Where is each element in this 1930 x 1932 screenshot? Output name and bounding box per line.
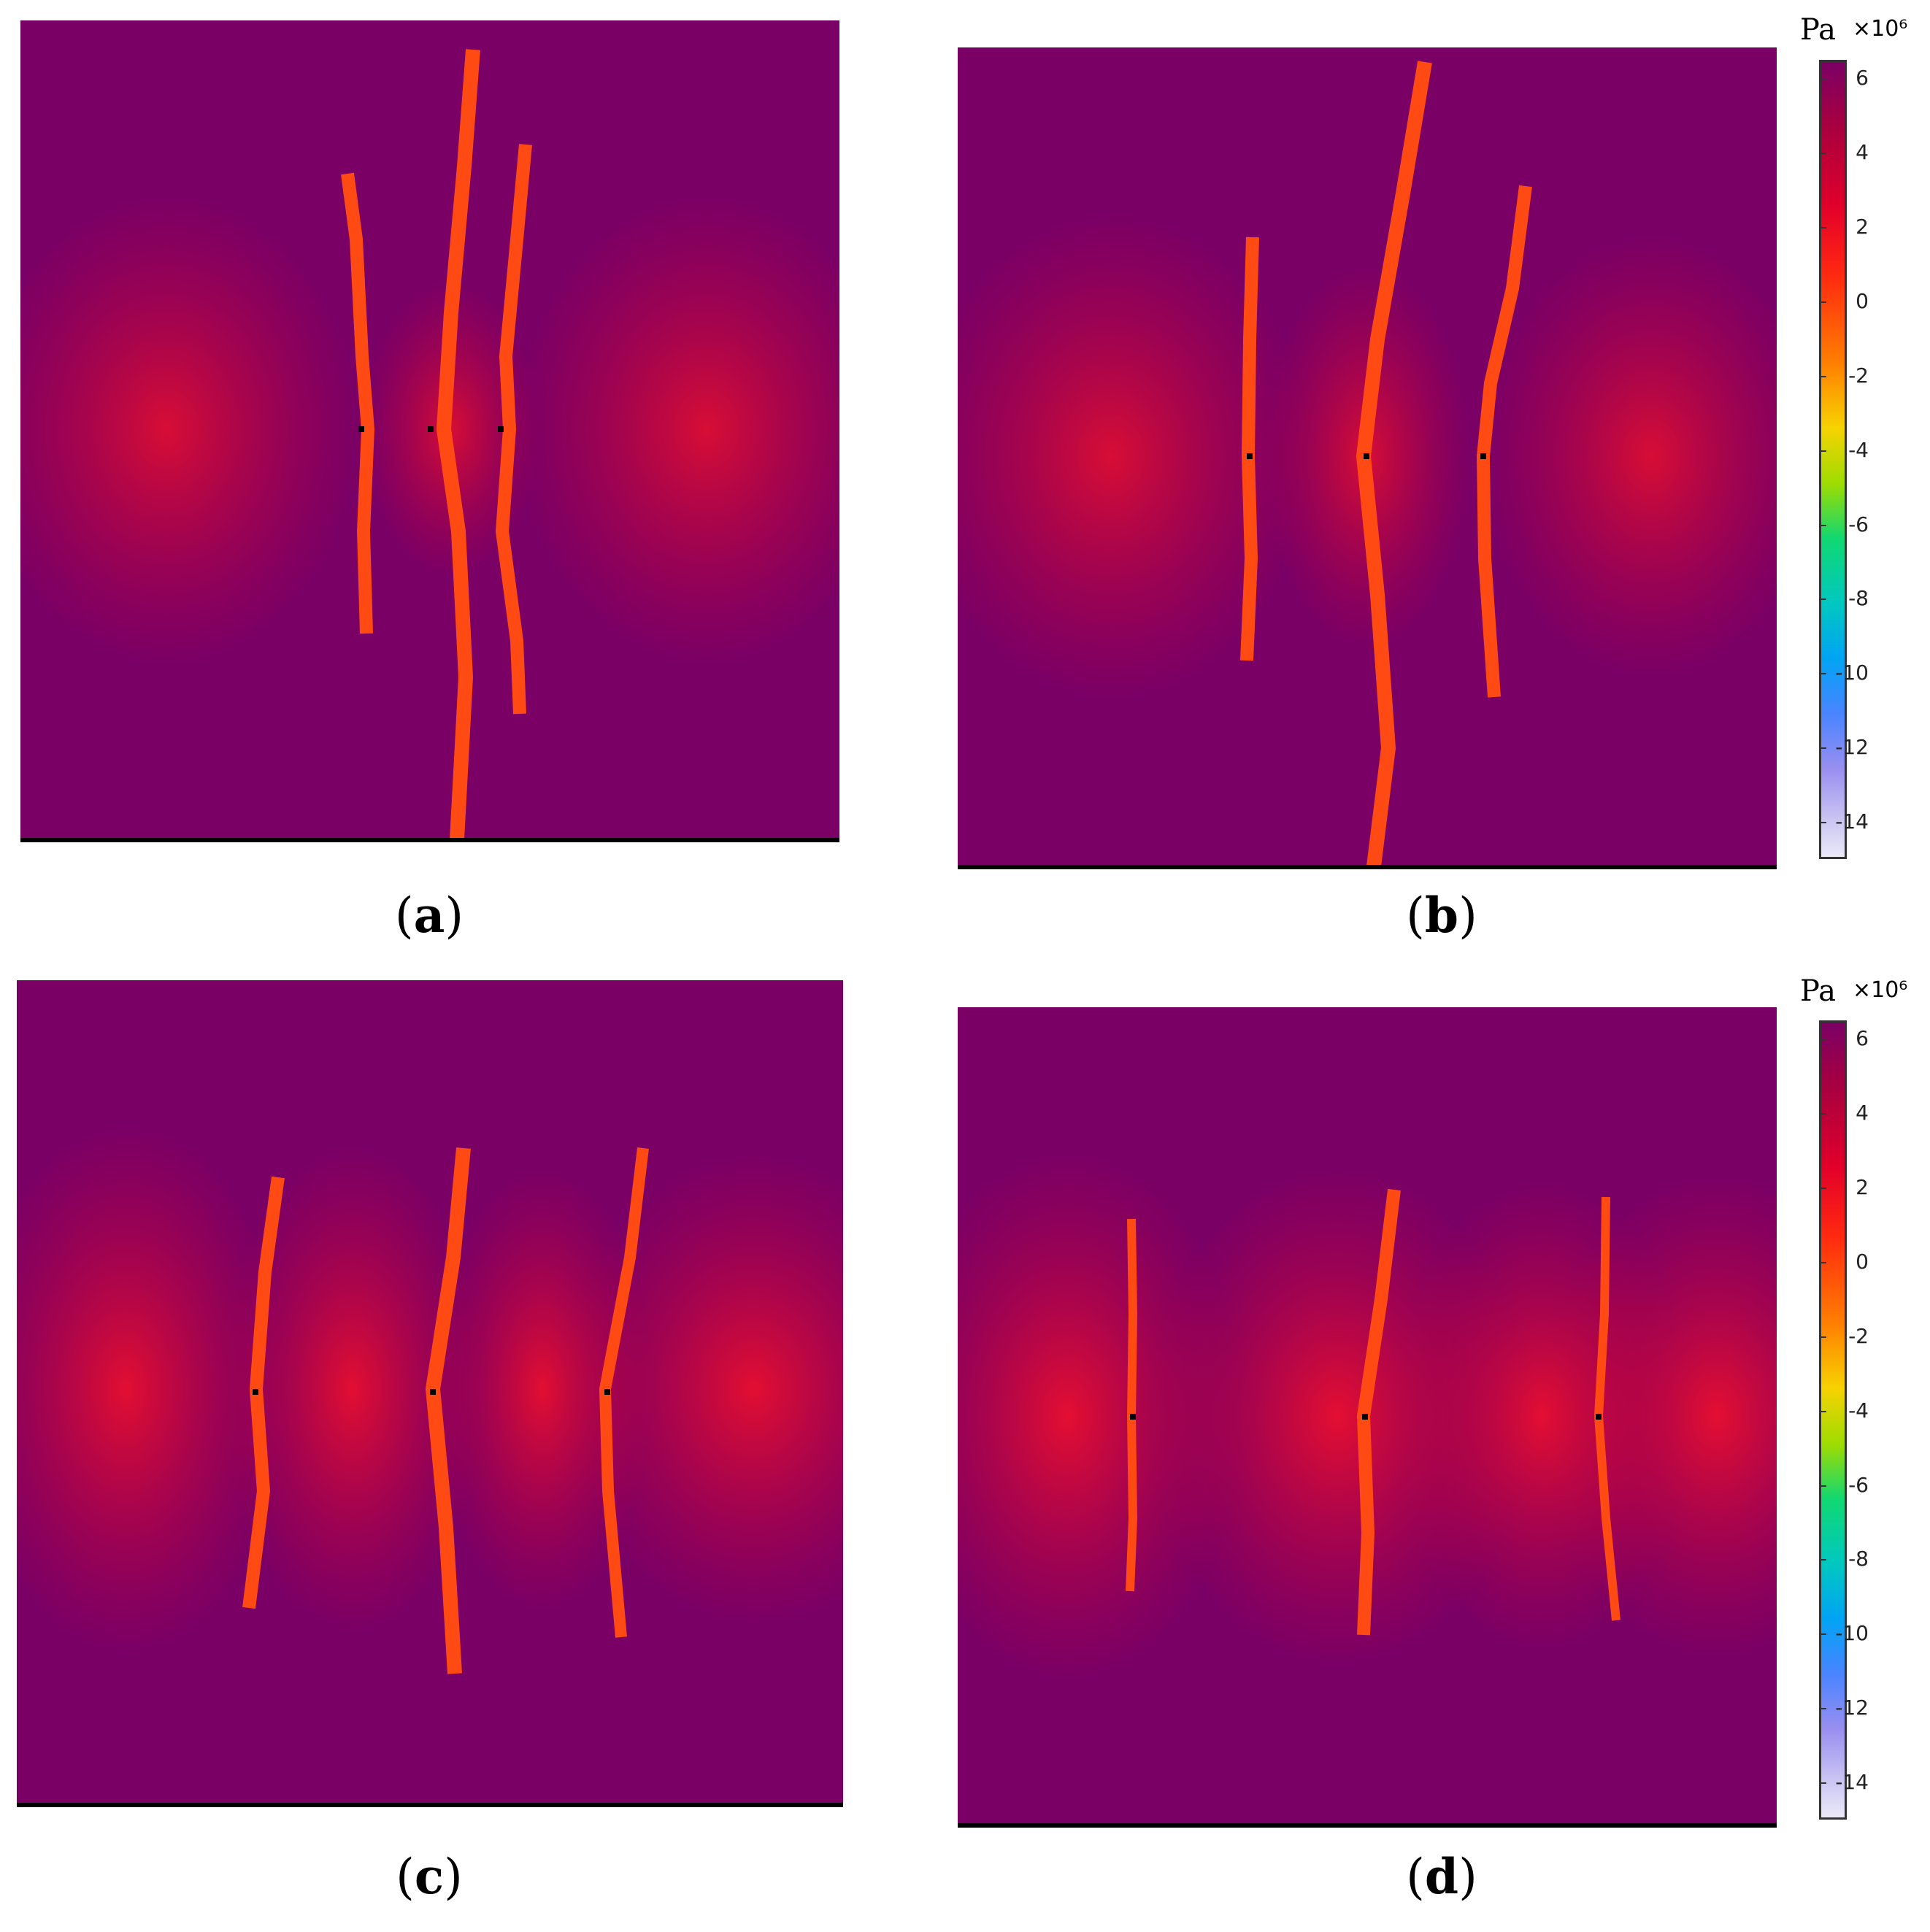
caption-a: (a) (394, 887, 464, 944)
colorbar-tick-label: 0 (1856, 1250, 1869, 1274)
caption-d: (d) (1406, 1848, 1477, 1905)
colorbar-tick-mark (1819, 1633, 1826, 1636)
colorbar-tick-mark (1819, 1113, 1826, 1115)
colorbar-tick-mark (1819, 227, 1826, 229)
colorbar-tick-mark (1819, 524, 1826, 526)
colorbar-tick-mark (1819, 673, 1826, 675)
colorbar-tick-label: -8 (1848, 586, 1869, 611)
colorbar-tick-mark (1819, 1782, 1826, 1785)
stress-map-panel-c (17, 980, 843, 1805)
colorbar-exponent: ×10⁶ (1853, 16, 1908, 42)
fracture-d-1 (1126, 1218, 1138, 1592)
colorbar-tick-label: -12 (1835, 1696, 1869, 1720)
colorbar-tick-label: -2 (1848, 363, 1869, 388)
fracture-a-3 (495, 144, 532, 715)
colorbar-tick-mark (1819, 78, 1826, 80)
colorbar-tick-label: -6 (1848, 1472, 1869, 1497)
colorbar-tick-label: 6 (1856, 66, 1869, 91)
colorbar-tick-mark (1819, 375, 1826, 377)
colorbar-tick-mark (1819, 1262, 1826, 1264)
panel-b-baseline (958, 865, 1777, 869)
stress-map-panel-b (958, 47, 1777, 866)
colorbar-tick-mark (1819, 153, 1826, 155)
stress-field-c (17, 1126, 843, 1674)
colorbar-tick-label: 2 (1856, 215, 1869, 239)
colorbar-gradient (1819, 1020, 1847, 1820)
stress-map-panel-d (958, 1007, 1777, 1825)
colorbar-tick-label: -8 (1848, 1547, 1869, 1571)
stress-field-b (958, 61, 1777, 866)
colorbar-exponent: ×10⁶ (1853, 977, 1908, 1003)
colorbar-tick-mark (1819, 1708, 1826, 1710)
colorbar-tick-mark (1819, 599, 1826, 601)
colorbar-tick-label: -10 (1835, 1621, 1869, 1646)
colorbar-unit: Pa (1800, 974, 1836, 1008)
colorbar-tick-mark (1819, 822, 1826, 824)
stress-map-panel-a (20, 20, 839, 839)
fracture-a-2 (436, 49, 480, 839)
colorbar-tick-label: -2 (1848, 1323, 1869, 1348)
colorbar-tick-label: 6 (1856, 1026, 1869, 1051)
colorbar-tick-label: 0 (1856, 289, 1869, 314)
fracture-a-1 (341, 172, 375, 634)
colorbar-tick-mark (1819, 747, 1826, 750)
colorbar-tick-label: 4 (1856, 1101, 1869, 1125)
fracture-b-3 (1476, 185, 1532, 698)
colorbar-tick-label: -12 (1835, 735, 1869, 760)
fracture-b-1 (1240, 236, 1259, 661)
colorbar-tick-label: -4 (1848, 437, 1869, 462)
colorbar-unit: Pa (1800, 13, 1836, 47)
colorbar-tick-label: -10 (1835, 661, 1869, 685)
colorbar-tick-mark (1819, 1039, 1826, 1041)
colorbar-tick-mark (1819, 1336, 1826, 1338)
colorbar-tick-mark (1819, 1188, 1826, 1190)
colorbar-tick-mark (1819, 450, 1826, 452)
colorbar-tick-mark (1819, 1410, 1826, 1412)
panel-c-baseline (17, 1803, 843, 1807)
caption-c: (c) (396, 1848, 463, 1905)
colorbar-gradient (1819, 60, 1847, 859)
colorbar-tick-label: -4 (1848, 1398, 1869, 1423)
colorbar-tick-label: 4 (1856, 140, 1869, 165)
colorbar-tick-label: 2 (1856, 1175, 1869, 1200)
stress-field-a (20, 49, 839, 839)
caption-b: (b) (1406, 887, 1477, 944)
panel-a-baseline (20, 838, 839, 842)
colorbar-tick-mark (1819, 1559, 1826, 1561)
colorbar-tick-mark (1819, 301, 1826, 304)
colorbar-tick-label: -14 (1835, 1770, 1869, 1795)
stress-field-d (958, 1153, 1777, 1679)
colorbar-tick-label: -14 (1835, 809, 1869, 834)
panel-d-baseline (958, 1823, 1777, 1828)
colorbar-tick-label: -6 (1848, 512, 1869, 536)
colorbar-tick-mark (1819, 1485, 1826, 1487)
